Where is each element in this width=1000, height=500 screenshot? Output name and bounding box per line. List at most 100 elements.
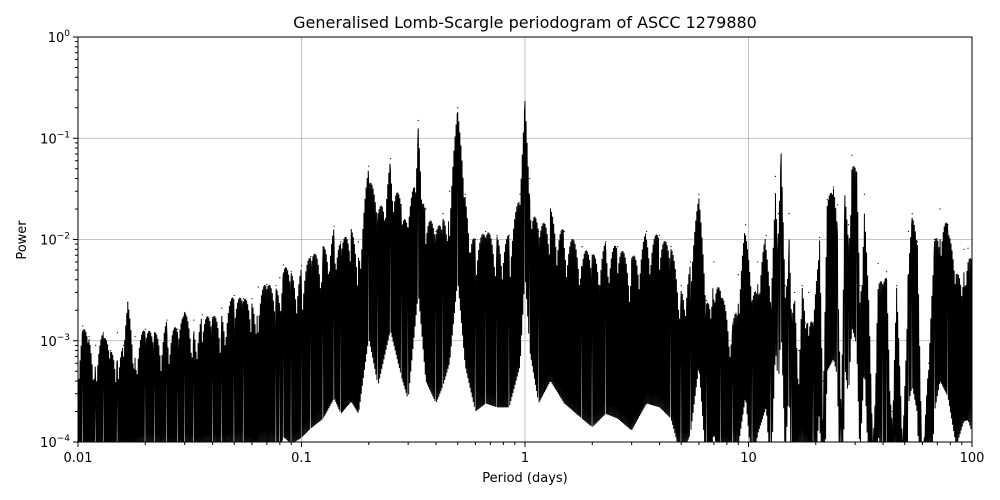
data-point: [184, 311, 186, 314]
x-tick-label: 0.1: [291, 451, 312, 466]
data-point: [282, 264, 285, 266]
y-tick-label: 10−2: [40, 232, 70, 249]
data-point: [680, 285, 682, 287]
data-point: [300, 265, 303, 267]
data-point: [826, 198, 828, 200]
data-point: [732, 322, 734, 324]
data-point: [368, 165, 370, 167]
data-point: [631, 257, 633, 260]
data-point: [88, 335, 90, 338]
data-point: [770, 309, 772, 311]
data-point: [266, 283, 268, 286]
data-point: [856, 172, 858, 174]
data-point: [706, 299, 708, 302]
data-point: [780, 153, 782, 155]
data-point: [868, 299, 870, 302]
data-point: [144, 328, 146, 330]
data-point: [350, 229, 352, 231]
data-point: [744, 224, 747, 226]
data-point: [508, 234, 510, 236]
data-point: [801, 285, 803, 287]
data-point: [822, 380, 824, 382]
data-point: [116, 332, 118, 334]
y-tick-label: 10−3: [40, 333, 70, 350]
data-point: [851, 154, 853, 156]
data-point: [844, 195, 846, 197]
data-point: [967, 247, 969, 249]
data-point: [357, 241, 360, 243]
data-point: [847, 224, 850, 226]
data-point: [928, 362, 930, 364]
data-point: [804, 322, 807, 324]
data-point: [794, 291, 796, 294]
data-point: [110, 349, 112, 352]
data-point: [221, 307, 223, 309]
periodogram-line: [77, 101, 973, 443]
y-tick-label: 10−4: [40, 434, 70, 451]
data-point: [963, 248, 965, 250]
data-point: [896, 285, 898, 287]
y-axis-ticks: 10−4 10−3 10−2 10−1 100: [40, 29, 78, 451]
data-point: [153, 332, 156, 334]
data-point: [322, 246, 324, 248]
x-tick-label: 100: [960, 451, 985, 466]
data-point: [425, 208, 427, 210]
data-point: [689, 261, 692, 263]
data-point: [840, 410, 842, 413]
chart-title: Generalised Lomb-Scargle periodogram of …: [293, 13, 757, 32]
data-point: [474, 238, 477, 241]
data-point: [519, 193, 521, 195]
data-point: [257, 286, 259, 288]
data-point: [166, 319, 168, 321]
data-point: [127, 301, 129, 303]
data-point: [377, 213, 379, 215]
data-point: [907, 230, 910, 233]
data-point: [939, 208, 941, 210]
y-tick-label: 10−1: [40, 130, 70, 147]
data-point: [812, 322, 814, 324]
data-point: [242, 298, 245, 300]
x-tick-label: 10: [740, 451, 757, 466]
data-point: [955, 274, 957, 276]
data-point: [279, 277, 281, 279]
data-point: [134, 335, 136, 338]
data-point: [123, 344, 125, 346]
y-tick-label: 100: [48, 29, 71, 46]
data-point: [617, 246, 619, 248]
data-point: [791, 322, 793, 324]
data-point: [82, 325, 84, 327]
data-point: [832, 186, 835, 188]
data-point: [417, 119, 419, 122]
data-point: [737, 274, 739, 276]
data-point: [464, 193, 466, 195]
data-point: [389, 157, 392, 160]
data-point: [435, 230, 437, 233]
data-point: [713, 261, 715, 263]
data-point: [863, 193, 865, 195]
data-point: [251, 298, 253, 300]
data-point: [340, 241, 342, 243]
x-tick-label: 1: [521, 451, 529, 466]
data-point: [310, 255, 312, 258]
data-point: [788, 213, 790, 215]
data-point: [581, 246, 583, 248]
data-point: [947, 224, 949, 226]
data-point: [529, 177, 531, 180]
data-point: [457, 107, 459, 109]
data-point: [658, 234, 661, 236]
data-point: [193, 319, 195, 321]
x-axis-label: Period (days): [482, 471, 568, 486]
data-point: [836, 204, 839, 206]
data-point: [751, 299, 753, 302]
data-point: [201, 314, 203, 316]
data-point: [808, 291, 810, 294]
data-point: [765, 234, 767, 236]
data-point: [563, 230, 565, 233]
data-point: [719, 291, 722, 294]
data-point: [524, 101, 526, 103]
data-point: [891, 410, 893, 413]
x-axis-ticks: 0.01 0.1 1 10 100: [64, 442, 985, 466]
data-point: [757, 261, 759, 263]
data-point: [698, 193, 700, 195]
data-point: [911, 213, 913, 215]
